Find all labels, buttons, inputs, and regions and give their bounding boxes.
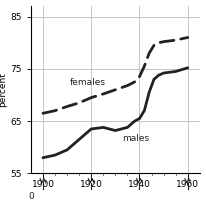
Y-axis label: percent: percent — [0, 72, 8, 107]
Text: females: females — [69, 78, 105, 87]
Text: males: males — [123, 134, 150, 143]
Text: 0: 0 — [28, 192, 34, 201]
